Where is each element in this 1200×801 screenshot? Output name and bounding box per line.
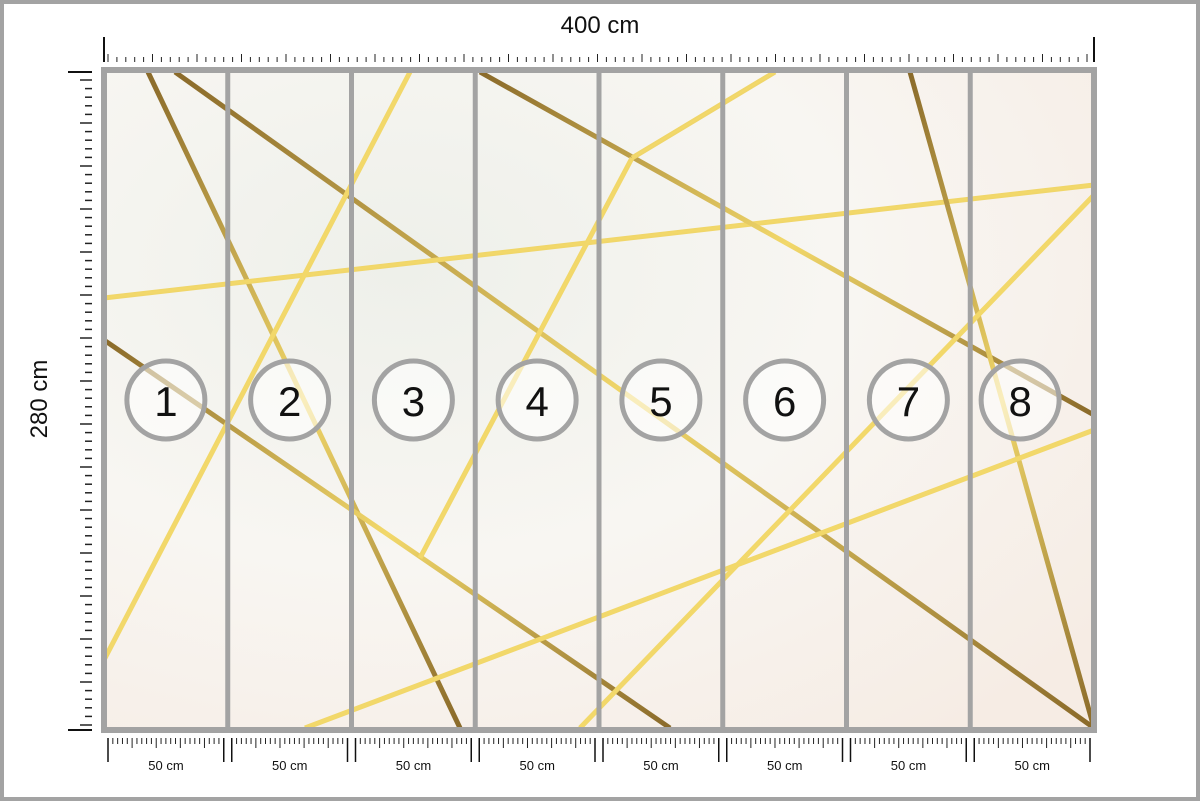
panel-width-label: 50 cm — [272, 758, 308, 773]
panel-number-circle — [124, 358, 208, 442]
gold-line — [304, 427, 1095, 731]
panel-width-label: 50 cm — [767, 758, 803, 773]
gold-line — [630, 69, 777, 161]
panel-number-circle — [371, 358, 455, 442]
panel-width-label: 50 cm — [395, 758, 432, 773]
gold-line — [578, 193, 1096, 730]
panel-number: 1 — [154, 378, 177, 425]
panel-width-label: 50 cm — [890, 758, 927, 773]
panel-number-circle — [619, 358, 703, 442]
panel-number-circle — [495, 358, 579, 442]
panel-number: 7 — [897, 378, 920, 425]
panel-number: 6 — [773, 378, 796, 425]
width-label: 400 cm — [560, 12, 640, 39]
panel-number: 2 — [278, 378, 301, 425]
panel-number-circle — [248, 358, 332, 442]
panel-number: 4 — [525, 378, 548, 425]
panel-number: 8 — [1008, 378, 1031, 425]
panel-width-label: 50 cm — [148, 758, 184, 773]
panel-width-label: 50 cm — [643, 758, 679, 773]
gold-line — [101, 70, 413, 662]
panel-width-label: 50 cm — [519, 758, 555, 773]
panel-number-circle — [866, 358, 950, 442]
panel-number-circle — [978, 358, 1062, 442]
panel-width-label: 50 cm — [1014, 758, 1050, 773]
panel-number: 5 — [649, 378, 672, 425]
panel-number-circle — [743, 358, 827, 442]
panel-number: 3 — [402, 378, 425, 425]
